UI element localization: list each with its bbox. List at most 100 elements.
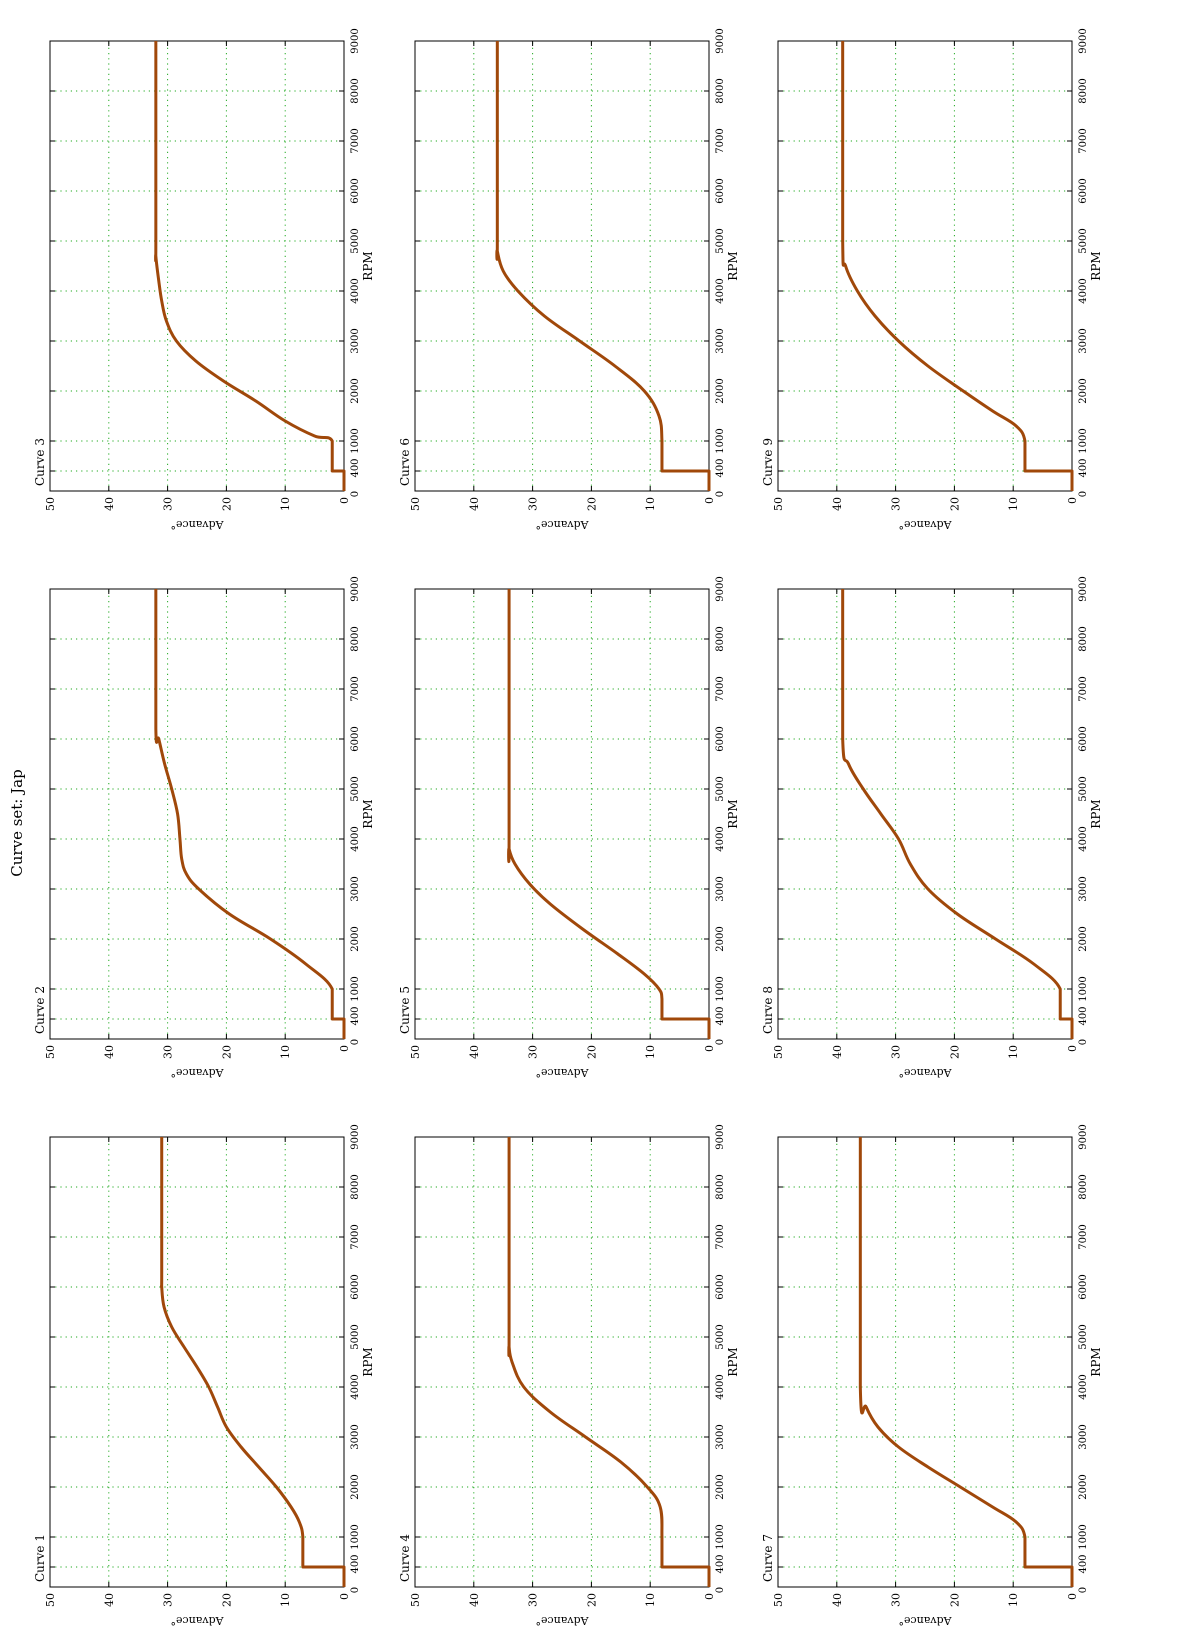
x-tick-label: 6000 [350,1274,361,1299]
x-axis-label: RPM [1089,251,1103,280]
x-tick-label: 0 [715,1587,726,1593]
y-tick-label: 30 [527,497,540,511]
x-tick-label: 0 [715,1039,726,1045]
chart-panel: Curve 1040010002000300040005000600070008… [33,1124,375,1627]
x-tick-label: 400 [715,1006,726,1025]
x-tick-label: 9000 [1078,28,1089,53]
x-tick-label: 7000 [715,1224,726,1249]
y-tick-label: 40 [468,1045,481,1059]
x-tick-label: 2000 [715,378,726,403]
chart-panel: Curve 3040010002000300040005000600070008… [33,28,375,531]
y-tick-label: 0 [1066,1593,1079,1600]
x-tick-label: 3000 [350,328,361,353]
x-tick-label: 4000 [715,278,726,303]
x-axis-label: RPM [361,251,375,280]
x-tick-label: 8000 [1078,78,1089,103]
x-tick-label: 3000 [715,876,726,901]
y-tick-label: 50 [44,1045,57,1059]
y-tick-label: 30 [162,1045,175,1059]
x-tick-label: 5000 [350,228,361,253]
chart-panel: Curve 8040010002000300040005000600070008… [761,576,1103,1079]
y-tick-label: 10 [1007,1593,1020,1607]
x-axis-label: RPM [726,799,740,828]
series-line [495,41,711,491]
x-tick-label: 2000 [350,1474,361,1499]
y-tick-label: 20 [220,497,233,511]
x-tick-label: 5000 [1078,1324,1089,1349]
y-axis-label: Advance° [535,518,589,531]
x-tick-label: 5000 [1078,228,1089,253]
x-tick-label: 3000 [350,876,361,901]
y-tick-label: 30 [162,497,175,511]
series-line [507,589,711,1039]
x-tick-label: 9000 [350,1124,361,1149]
plot-frame [777,40,1073,492]
x-tick-label: 9000 [350,576,361,601]
x-tick-label: 8000 [1078,626,1089,651]
y-tick-label: 30 [890,497,903,511]
x-tick-label: 9000 [715,576,726,601]
x-tick-label: 2000 [350,926,361,951]
x-tick-label: 2000 [350,378,361,403]
chart-title: Curve 9 [761,438,775,486]
series-line [507,1137,711,1587]
plot-frame [49,588,345,1040]
x-tick-label: 7000 [715,676,726,701]
x-tick-label: 7000 [350,128,361,153]
x-tick-label: 9000 [715,1124,726,1149]
x-tick-label: 1000 [715,428,726,453]
x-tick-label: 400 [1078,458,1089,477]
y-tick-label: 20 [220,1593,233,1607]
x-tick-label: 2000 [715,926,726,951]
y-tick-label: 20 [585,1593,598,1607]
x-tick-label: 6000 [350,726,361,751]
x-tick-label: 7000 [715,128,726,153]
y-tick-label: 10 [644,497,657,511]
x-tick-label: 400 [715,1554,726,1573]
x-tick-label: 0 [350,491,361,497]
y-axis-label: Advance° [898,518,952,531]
y-tick-label: 40 [468,1593,481,1607]
chart-panel: Curve 7040010002000300040005000600070008… [761,1124,1103,1627]
x-tick-label: 1000 [715,1524,726,1549]
chart-title: Curve 5 [398,986,412,1034]
y-tick-label: 10 [1007,1045,1020,1059]
x-tick-label: 8000 [715,626,726,651]
y-tick-label: 20 [585,497,598,511]
y-axis-label: Advance° [170,1614,224,1627]
x-tick-label: 5000 [1078,776,1089,801]
chart-panel: Curve 6040010002000300040005000600070008… [398,28,740,531]
y-tick-label: 0 [338,1045,351,1052]
y-tick-label: 40 [103,1593,116,1607]
x-tick-label: 6000 [1078,178,1089,203]
x-axis-label: RPM [726,1347,740,1376]
y-axis-label: Advance° [170,518,224,531]
x-tick-label: 1000 [1078,976,1089,1001]
y-tick-label: 50 [772,497,785,511]
chart-title: Curve 3 [33,438,47,486]
y-tick-label: 50 [44,497,57,511]
x-tick-label: 4000 [350,826,361,851]
x-tick-label: 3000 [1078,328,1089,353]
y-tick-label: 0 [1066,1045,1079,1052]
series-line [841,589,1074,1039]
x-axis-label: RPM [1089,799,1103,828]
panels-container: Curve 1040010002000300040005000600070008… [33,28,1103,1627]
x-tick-label: 0 [350,1587,361,1593]
plot-frame [414,40,710,492]
y-tick-label: 40 [831,1045,844,1059]
y-tick-label: 20 [948,1593,961,1607]
x-axis-label: RPM [1089,1347,1103,1376]
x-tick-label: 2000 [1078,378,1089,403]
x-tick-label: 3000 [715,328,726,353]
plot-frame [777,1136,1073,1588]
y-tick-label: 20 [948,1045,961,1059]
chart-title: Curve 7 [761,1534,775,1582]
x-tick-label: 400 [1078,1006,1089,1025]
chart-panel: Curve 4040010002000300040005000600070008… [398,1124,740,1627]
x-tick-label: 400 [350,458,361,477]
x-tick-label: 7000 [1078,676,1089,701]
y-tick-label: 50 [44,1593,57,1607]
x-tick-label: 1000 [1078,1524,1089,1549]
x-tick-label: 0 [1078,1587,1089,1593]
